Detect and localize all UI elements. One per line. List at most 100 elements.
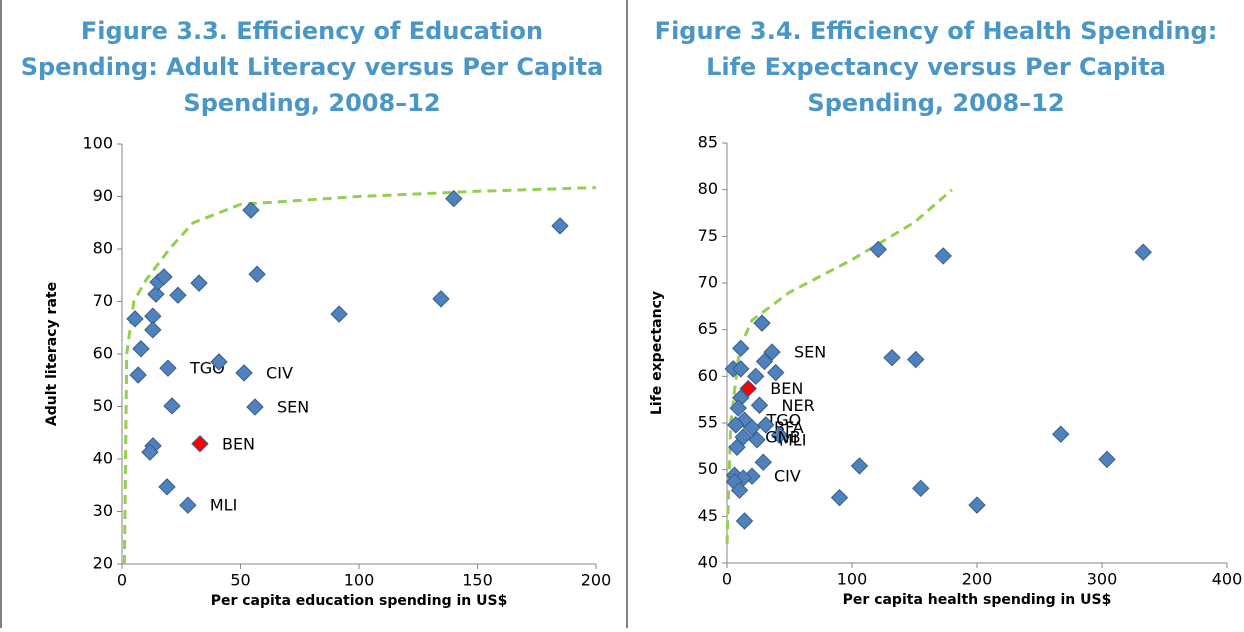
data-point <box>728 438 746 456</box>
data-point <box>770 426 789 444</box>
point-label: SEN <box>277 398 309 417</box>
data-point <box>129 366 147 384</box>
data-point <box>235 364 253 382</box>
y-tick-label: 70 <box>698 273 718 292</box>
data-point <box>830 488 849 507</box>
x-axis-title: Per capita education spending in US$ <box>211 593 508 609</box>
chart-title: Figure 3.4. Efficiency of Health Spendin… <box>655 17 1218 45</box>
point-label: TGO <box>766 411 802 430</box>
data-point <box>934 247 952 265</box>
data-point <box>248 265 266 283</box>
data-point <box>190 274 208 292</box>
y-axis-title: Adult literacy rate <box>44 282 60 426</box>
data-point <box>732 339 750 358</box>
x-axis-title: Per capita health spending in US$ <box>843 592 1112 608</box>
x-tick-label: 200 <box>581 571 612 590</box>
data-point <box>191 435 209 453</box>
data-point <box>132 340 150 358</box>
y-tick-label: 20 <box>93 554 113 573</box>
data-point <box>551 217 569 235</box>
point-label: BEN <box>770 379 803 398</box>
data-point <box>907 350 925 369</box>
data-point <box>727 416 745 434</box>
x-tick-label: 100 <box>344 571 375 590</box>
data-point <box>1098 450 1116 469</box>
y-tick-label: 30 <box>93 501 113 520</box>
data-point <box>242 201 260 219</box>
data-point <box>144 321 162 339</box>
y-tick-label: 65 <box>698 319 718 338</box>
data-point <box>729 399 747 417</box>
data-point <box>732 360 750 378</box>
chart-title: Spending: Adult Literacy versus Per Capi… <box>21 53 604 81</box>
y-tick-label: 100 <box>82 134 113 153</box>
data-point <box>159 359 177 377</box>
trend-line <box>725 188 953 545</box>
y-axis-title: Life expectancy <box>649 291 665 415</box>
data-point <box>179 496 197 514</box>
data-point <box>869 240 887 259</box>
point-label: MLI <box>210 496 237 515</box>
trend-line <box>122 186 597 565</box>
data-point <box>141 443 159 461</box>
data-point <box>757 416 775 434</box>
data-point <box>753 314 771 332</box>
data-point <box>1134 243 1152 261</box>
point-label: NER <box>782 396 815 415</box>
y-tick-label: 50 <box>698 459 718 478</box>
data-point <box>169 286 187 304</box>
data-point <box>432 290 450 308</box>
data-point <box>155 268 173 286</box>
data-point <box>883 348 901 367</box>
point-label: CIV <box>266 363 293 382</box>
x-tick-label: 400 <box>1212 570 1243 589</box>
x-tick-label: 200 <box>962 570 993 589</box>
point-label: SEN <box>794 343 826 362</box>
data-point <box>750 396 769 414</box>
y-tick-label: 70 <box>93 291 113 310</box>
data-point <box>210 353 228 371</box>
data-point <box>912 479 930 498</box>
y-tick-label: 60 <box>93 344 113 363</box>
y-tick-label: 80 <box>698 179 718 198</box>
y-tick-label: 45 <box>698 506 718 525</box>
data-point <box>126 310 144 328</box>
chart-title: Spending, 2008–12 <box>183 89 440 117</box>
y-tick-label: 85 <box>698 133 718 152</box>
data-point <box>968 496 986 514</box>
data-point <box>163 397 181 415</box>
y-tick-label: 55 <box>698 413 718 432</box>
data-point <box>754 453 772 471</box>
data-point <box>730 481 749 499</box>
point-label: BEN <box>222 434 255 453</box>
chart-title: Spending, 2008–12 <box>807 89 1064 117</box>
chart-title: Life Expectancy versus Per Capita <box>706 53 1166 81</box>
data-point <box>739 379 757 398</box>
y-tick-label: 40 <box>698 553 718 572</box>
y-tick-label: 90 <box>93 186 113 205</box>
point-label: CIV <box>774 467 801 486</box>
point-label: GNB <box>765 428 800 447</box>
data-point <box>246 398 264 416</box>
data-point <box>330 305 348 323</box>
x-tick-label: 100 <box>837 570 868 589</box>
data-point <box>445 189 463 208</box>
x-tick-label: 0 <box>117 571 127 590</box>
data-point <box>158 478 176 496</box>
data-point <box>1052 425 1070 443</box>
x-tick-label: 150 <box>462 571 493 590</box>
data-point <box>755 352 774 371</box>
data-point <box>763 343 781 361</box>
y-tick-label: 40 <box>93 449 113 468</box>
data-point <box>850 457 869 475</box>
x-tick-label: 0 <box>722 570 732 589</box>
y-tick-label: 80 <box>93 239 113 258</box>
chart-title: Figure 3.3. Efficiency of Education <box>81 17 543 45</box>
x-tick-label: 50 <box>230 571 250 590</box>
y-tick-label: 75 <box>698 226 718 245</box>
y-tick-label: 60 <box>698 366 718 385</box>
data-point <box>747 367 765 386</box>
data-point <box>735 512 754 530</box>
